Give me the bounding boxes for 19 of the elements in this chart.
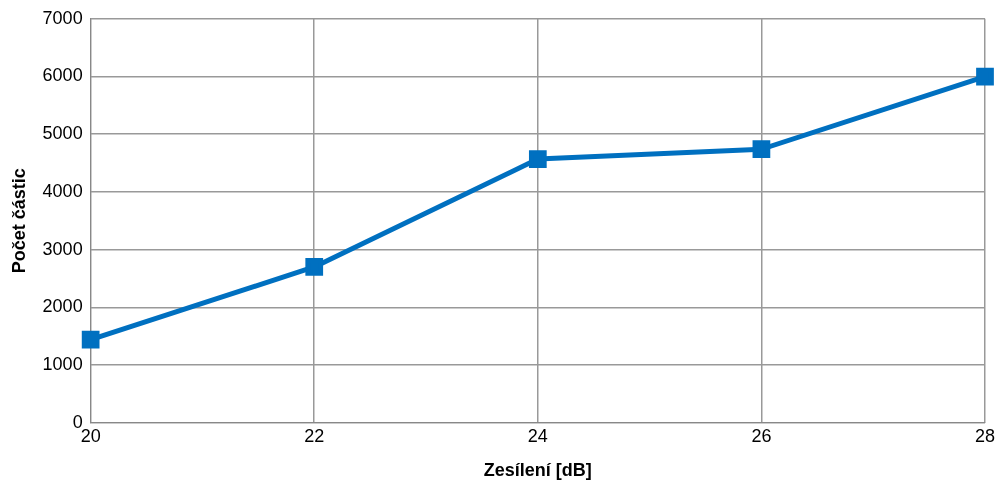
point	[976, 67, 994, 86]
y-tick-label: 4000	[42, 180, 83, 201]
y-tick-label: 1000	[42, 354, 83, 375]
point	[305, 258, 324, 276]
x-tick-label: 28	[974, 425, 996, 446]
y-tick-label: 2000	[42, 296, 83, 317]
point	[81, 330, 100, 349]
point	[752, 140, 771, 159]
point	[528, 150, 547, 168]
y-axis-title: Počet částic	[8, 168, 29, 274]
x-axis-title: Zesílení [dB]	[483, 460, 592, 481]
y-tick-label: 3000	[42, 238, 83, 259]
y-tick-label: 5000	[42, 123, 83, 144]
x-tick-label: 24	[527, 425, 548, 446]
x-tick-label: 22	[304, 425, 325, 446]
y-tick-label: 0	[72, 411, 83, 432]
y-tick-label: 7000	[42, 7, 83, 28]
x-tick-label: 26	[751, 425, 772, 446]
y-tick-label: 6000	[42, 65, 83, 86]
